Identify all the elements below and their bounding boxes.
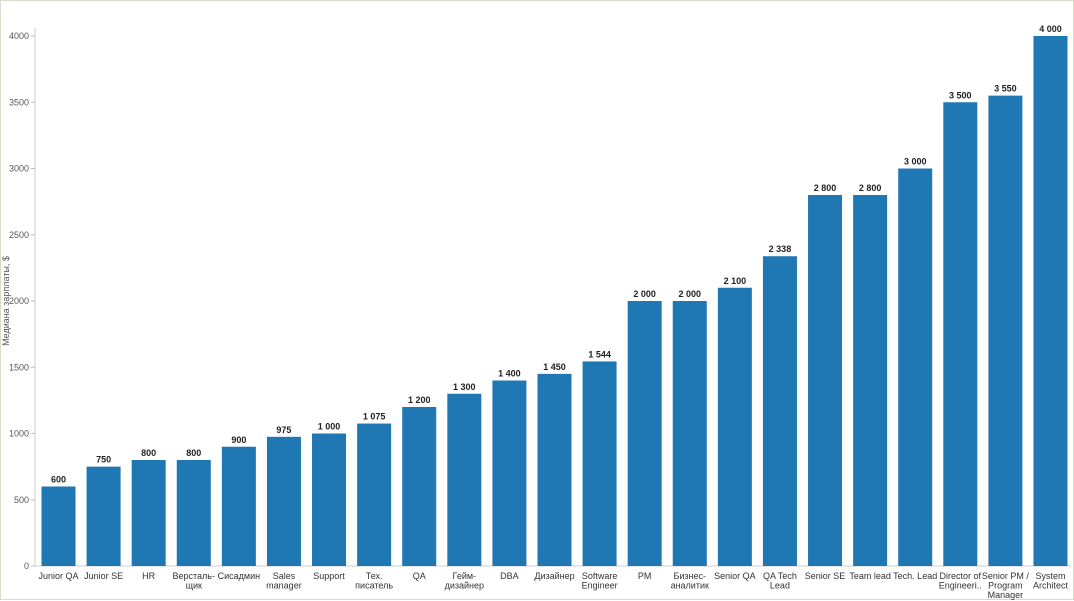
bar xyxy=(221,446,256,566)
y-tick-label: 3000 xyxy=(9,164,29,174)
x-category-label: PM xyxy=(638,571,652,581)
x-category-label: Sales manager xyxy=(266,571,302,591)
y-tick-label: 1000 xyxy=(9,429,29,439)
bar xyxy=(808,195,843,566)
bar xyxy=(537,373,572,567)
bar-value-label: 600 xyxy=(51,475,66,485)
bar-value-label: 3 000 xyxy=(904,157,927,167)
bar-value-label: 800 xyxy=(186,448,201,458)
bar xyxy=(943,102,978,566)
x-category-label: System Architect xyxy=(1033,571,1069,591)
bar-value-label: 4 000 xyxy=(1039,24,1062,34)
y-tick-label: 2000 xyxy=(9,296,29,306)
x-category-label: Senior SE xyxy=(805,571,846,581)
bar-value-label: 2 800 xyxy=(859,183,882,193)
bar xyxy=(176,460,211,566)
x-category-label: Senior PM / Program Manager xyxy=(982,571,1030,600)
bar-value-label: 2 100 xyxy=(724,276,747,286)
bar xyxy=(266,436,301,566)
y-tick-label: 2500 xyxy=(9,230,29,240)
bar-value-label: 1 075 xyxy=(363,412,386,422)
bar-value-label: 2 338 xyxy=(769,244,792,254)
bar-value-label: 2 800 xyxy=(814,183,837,193)
bar xyxy=(402,407,437,566)
bar-value-label: 2 000 xyxy=(633,289,656,299)
bar xyxy=(86,466,121,567)
bar-value-label: 3 550 xyxy=(994,84,1017,94)
bar-value-label: 1 450 xyxy=(543,362,566,372)
y-axis-title: Медиана зарплаты, $ xyxy=(1,256,11,346)
bar-value-label: 1 200 xyxy=(408,395,431,405)
bar-value-label: 3 500 xyxy=(949,90,972,100)
bar-value-label: 750 xyxy=(96,455,111,465)
bar xyxy=(492,380,527,566)
x-category-label: DBA xyxy=(500,571,519,581)
bar xyxy=(853,195,888,566)
y-tick-label: 3500 xyxy=(9,97,29,107)
x-category-label: Director of Engineeri.. xyxy=(939,571,982,591)
bar-value-label: 975 xyxy=(276,425,291,435)
x-category-label: Junior QA xyxy=(38,571,78,581)
bar xyxy=(312,433,347,566)
x-category-label: Tech. Lead xyxy=(893,571,937,581)
bar xyxy=(131,460,166,566)
y-tick-label: 1500 xyxy=(9,362,29,372)
bar xyxy=(717,287,752,566)
bar xyxy=(672,301,707,566)
x-category-label: QA xyxy=(413,571,426,581)
bar xyxy=(762,256,797,566)
bar-value-label: 800 xyxy=(141,448,156,458)
bar-value-label: 1 300 xyxy=(453,382,476,392)
bar xyxy=(898,168,933,566)
bar-value-label: 900 xyxy=(231,435,246,445)
bar xyxy=(41,486,76,566)
y-tick-label: 4000 xyxy=(9,31,29,41)
bar xyxy=(447,393,482,566)
x-category-label: Гейм-дизайнер xyxy=(445,571,484,591)
x-category-label: Тех. писатель xyxy=(355,571,393,591)
bar xyxy=(627,301,662,566)
bar xyxy=(988,95,1023,567)
x-category-label: Support xyxy=(313,571,345,581)
bar-value-label: 1 000 xyxy=(318,422,341,432)
bar-value-label: 2 000 xyxy=(678,289,701,299)
x-category-label: Junior SE xyxy=(84,571,123,581)
bar xyxy=(357,423,392,566)
bar-value-label: 1 400 xyxy=(498,369,521,379)
x-category-label: Дизайнер xyxy=(534,571,574,581)
y-tick-label: 0 xyxy=(24,561,29,571)
x-category-label: Версталь-щик xyxy=(173,571,215,591)
bar-value-label: 1 544 xyxy=(588,349,611,359)
y-tick-label: 500 xyxy=(14,495,29,505)
x-category-label: QA Tech Lead xyxy=(763,571,797,591)
x-category-label: Team lead xyxy=(849,571,891,581)
x-category-label: Сисадмин xyxy=(218,571,260,581)
bar xyxy=(1033,36,1068,566)
x-category-label: HR xyxy=(142,571,155,581)
x-category-label: Бизнес-аналитик xyxy=(671,571,709,591)
x-category-label: Software Engineer xyxy=(582,571,618,591)
bar xyxy=(582,361,617,566)
x-category-label: Senior QA xyxy=(714,571,756,581)
